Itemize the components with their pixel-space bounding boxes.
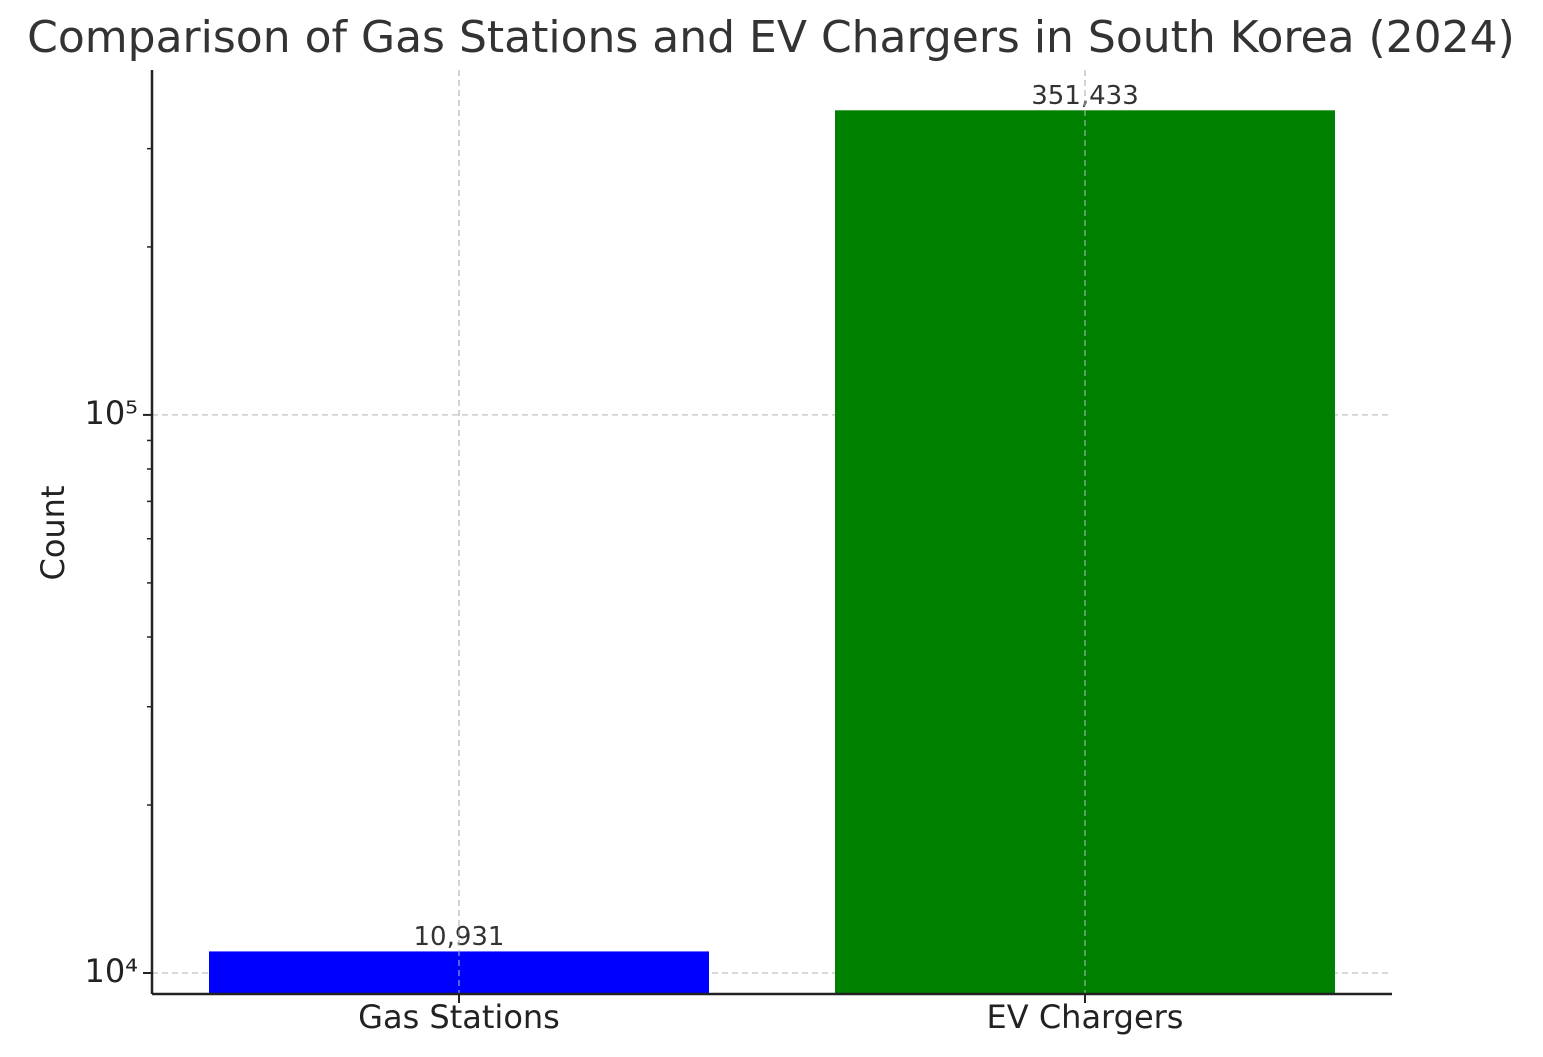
- y-tick-label: 10⁴: [84, 952, 138, 990]
- x-tick-label: Gas Stations: [358, 998, 560, 1036]
- y-axis-label: Count: [34, 485, 72, 580]
- y-tick-label: 10⁵: [84, 394, 138, 432]
- chart-title: Comparison of Gas Stations and EV Charge…: [27, 12, 1515, 63]
- value-label: 10,931: [414, 922, 505, 952]
- x-tick-label: EV Chargers: [987, 998, 1184, 1036]
